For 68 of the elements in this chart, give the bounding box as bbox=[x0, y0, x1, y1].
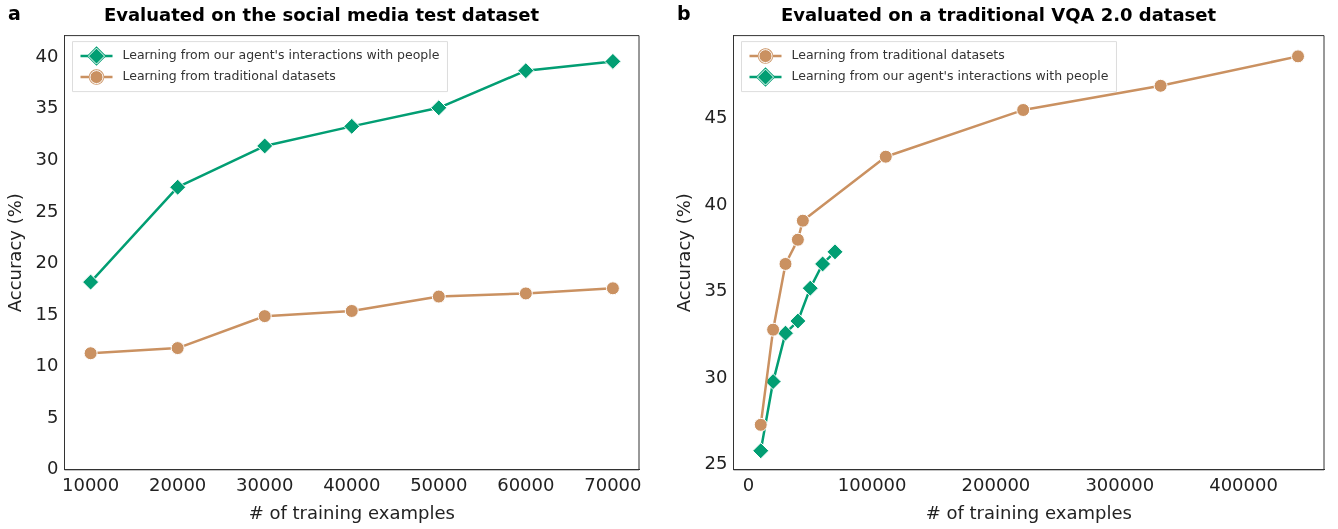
point bbox=[518, 286, 533, 301]
point bbox=[1016, 102, 1031, 117]
point bbox=[1291, 49, 1305, 64]
x-axis-title: # of training examples bbox=[925, 501, 1132, 523]
y-tick-label: 20 bbox=[35, 251, 59, 273]
point bbox=[83, 346, 98, 361]
point bbox=[169, 178, 187, 196]
legend-label: Learning from traditional datasets bbox=[791, 47, 1005, 63]
chart-title: Evaluated on the social media test dataset bbox=[103, 4, 540, 26]
point bbox=[795, 213, 810, 228]
x-tick-label: 200000 bbox=[961, 474, 1031, 496]
point bbox=[789, 312, 807, 330]
chart-title: Evaluated on a traditional VQA 2.0 dataset bbox=[780, 4, 1217, 26]
point bbox=[1153, 78, 1168, 93]
point bbox=[753, 417, 768, 432]
point bbox=[170, 341, 185, 356]
y-tick-label: 35 bbox=[35, 96, 59, 118]
point bbox=[82, 273, 100, 291]
x-axis-title: # of training examples bbox=[248, 501, 455, 523]
y-tick-label: 45 bbox=[704, 106, 728, 128]
point bbox=[814, 255, 832, 273]
y-tick-label: 30 bbox=[704, 365, 728, 387]
y-tick-label: 40 bbox=[704, 192, 728, 214]
x-tick-label: 300000 bbox=[1085, 474, 1155, 496]
x-tick-label: 60000 bbox=[497, 474, 555, 496]
point bbox=[604, 52, 622, 70]
y-tick-label: 35 bbox=[704, 279, 728, 301]
legend-label: Learning from traditional datasets bbox=[122, 68, 336, 84]
point bbox=[430, 99, 448, 117]
point bbox=[343, 117, 361, 135]
point bbox=[344, 303, 359, 318]
y-tick-label: 25 bbox=[35, 199, 59, 221]
point bbox=[766, 322, 781, 337]
x-tick-label: 10000 bbox=[61, 474, 120, 496]
y-tick-label: 10 bbox=[35, 354, 59, 376]
x-tick-label: 40000 bbox=[323, 474, 381, 496]
point bbox=[256, 137, 274, 155]
point bbox=[826, 243, 844, 261]
x-tick-label: 100000 bbox=[837, 474, 907, 496]
legend-label: Learning from our agent's interactions with people bbox=[791, 68, 1109, 84]
y-tick-label: 40 bbox=[35, 44, 59, 66]
point bbox=[605, 281, 620, 296]
point bbox=[878, 149, 893, 164]
point bbox=[778, 256, 793, 271]
text: b bbox=[677, 2, 691, 25]
x-tick-label: 0 bbox=[742, 474, 755, 496]
x-tick-label: 30000 bbox=[236, 474, 294, 496]
y-axis-title: Accuracy (%) bbox=[4, 193, 26, 313]
y-tick-label: 5 bbox=[47, 405, 59, 427]
x-tick-label: 50000 bbox=[410, 474, 468, 496]
point bbox=[517, 62, 535, 80]
legend-label: Learning from our agent's interactions with people bbox=[122, 47, 440, 63]
point bbox=[801, 279, 819, 297]
x-tick-label: 400000 bbox=[1209, 474, 1278, 496]
y-tick-label: 25 bbox=[704, 452, 728, 474]
point bbox=[777, 324, 794, 342]
point bbox=[764, 373, 782, 391]
x-tick-label: 70000 bbox=[584, 474, 642, 496]
y-tick-label: 15 bbox=[35, 302, 59, 324]
y-tick-label: 0 bbox=[47, 457, 59, 479]
x-tick-label: 20000 bbox=[149, 474, 207, 496]
point bbox=[752, 442, 770, 460]
text: a bbox=[8, 2, 21, 25]
point bbox=[431, 289, 446, 304]
y-axis-title: Accuracy (%) bbox=[673, 193, 695, 313]
point bbox=[257, 309, 272, 324]
y-tick-label: 30 bbox=[35, 148, 59, 170]
point bbox=[790, 232, 805, 247]
